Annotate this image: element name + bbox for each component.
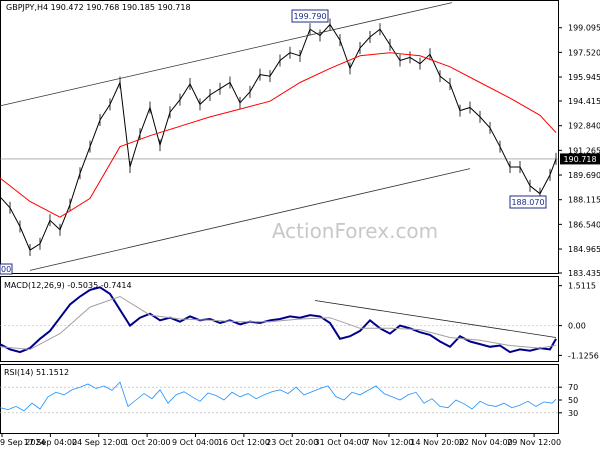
high-annotation: 199.790 <box>291 9 329 23</box>
x-tick-label: 22 Nov 04:00 <box>459 438 513 447</box>
price-y-tick-label: 199.095 <box>568 24 600 33</box>
upper-channel-line <box>0 2 453 107</box>
price-y-tick-label: 189.690 <box>568 171 600 180</box>
price-series-layer <box>0 2 558 271</box>
signal-line <box>0 295 557 350</box>
lower-channel-line <box>29 168 471 271</box>
low-label: 188.070 <box>511 198 544 207</box>
x-tick-label: 29 Nov 12:00 <box>507 438 561 447</box>
macd-y-tick-label: -1.1256 <box>568 351 599 360</box>
left-clipped-label: 00 <box>1 265 11 274</box>
rsi-layer: 70 50 30 <box>0 381 578 418</box>
price-panel-frame <box>0 0 559 274</box>
x-tick-label: 9 Sep 2024 <box>0 438 46 447</box>
x-tick-label: 17 Sep 04:00 <box>24 438 77 447</box>
x-tick-label: 23 Oct 20:00 <box>266 438 318 447</box>
price-y-tick-label: 192.840 <box>568 122 600 131</box>
rsi-panel-frame <box>0 364 559 434</box>
low-annotation: 188.070 <box>509 195 547 209</box>
high-label-box <box>291 9 329 23</box>
x-tick-label: 24 Sep 12:00 <box>72 438 125 447</box>
low-label-box <box>509 195 547 209</box>
high-label: 199.790 <box>293 12 326 21</box>
macd-layer: 1.5115 0.00 -1.1256 <box>0 282 599 360</box>
macd-y-tick-label: 1.5115 <box>568 282 596 291</box>
x-tick-label: 7 Nov 12:00 <box>365 438 414 447</box>
price-y-tick-label: 195.945 <box>568 73 600 82</box>
price-y-tick-label: 197.520 <box>568 48 600 57</box>
trendline-line <box>314 300 557 338</box>
current-price-marker: 190.718 <box>560 153 600 165</box>
macd-y-tick-label: 0.00 <box>568 322 586 331</box>
price-y-tick-label: 183.435 <box>568 269 600 278</box>
price-y-tick-label: 186.540 <box>568 220 600 229</box>
current-price-box <box>560 153 600 165</box>
price-y-axis: 199.095 197.520 195.945 194.415 192.840 191.2… <box>558 24 600 278</box>
macd-main-line <box>0 286 557 354</box>
left-clipped-box <box>0 263 13 275</box>
symbol-label: GBPJPY,H4 190.472 190.768 190.185 190.71… <box>6 3 191 12</box>
rsi-y-tick-label: 30 <box>568 409 578 418</box>
rsi-label: RSI(14) 51.1512 <box>4 368 69 377</box>
moving-average-line <box>0 52 557 218</box>
x-tick-label: 9 Oct 04:00 <box>172 438 219 447</box>
current-price-label: 190.718 <box>563 155 596 164</box>
x-tick-label: 31 Oct 04:00 <box>315 438 367 447</box>
price-y-tick-label: 194.415 <box>568 97 600 106</box>
x-tick-label: 14 Nov 20:00 <box>410 438 464 447</box>
macd-label: MACD(12,26,9) -0.5035 -0.7414 <box>4 281 132 290</box>
macd-panel-frame <box>0 276 559 362</box>
left-clipped-annotation: 00 <box>0 263 13 275</box>
rsi-y-tick-label: 70 <box>568 383 578 392</box>
watermark: ActionForex.com <box>272 219 438 243</box>
price-close-line <box>0 23 557 251</box>
x-tick-label: 16 Oct 12:00 <box>218 438 270 447</box>
x-tick-label: 1 Oct 20:00 <box>124 438 171 447</box>
price-y-tick-label: 188.115 <box>568 196 600 205</box>
price-y-tick-label: 184.965 <box>568 245 600 254</box>
price-y-tick-label: 191.265 <box>568 146 600 155</box>
rsi-y-tick-label: 50 <box>568 396 578 405</box>
rsi-line <box>0 381 557 412</box>
